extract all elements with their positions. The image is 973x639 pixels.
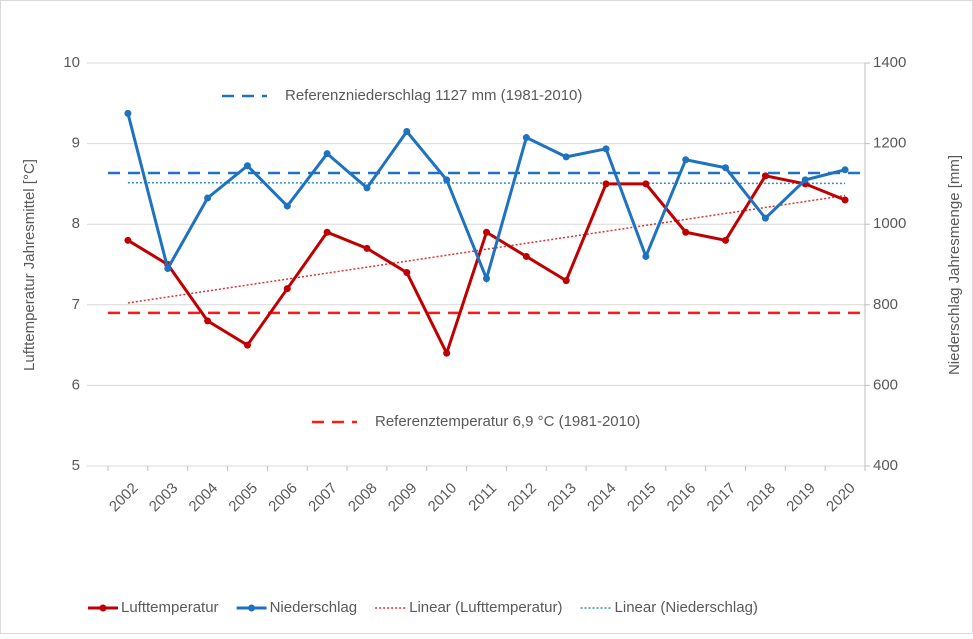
y2-axis-title: Niederschlag Jahresmenge [mm] — [946, 155, 963, 375]
data-point — [682, 228, 690, 236]
y2-tick-label: 1000 — [873, 215, 906, 232]
data-point — [363, 244, 371, 252]
y-tick-label: 9 — [72, 135, 80, 152]
legend-label: Lufttemperatur — [121, 599, 219, 616]
data-point — [602, 180, 610, 188]
trend-line — [127, 194, 846, 304]
y2-tick-label: 1400 — [873, 54, 906, 71]
data-point — [124, 236, 132, 244]
data-point — [483, 275, 490, 283]
data-point — [443, 349, 451, 357]
y2-tick-label: 600 — [873, 376, 898, 393]
data-point — [323, 228, 331, 236]
data-point — [522, 252, 530, 260]
legend-label: Linear (Niederschlag) — [615, 599, 758, 616]
y-tick-label: 6 — [72, 376, 80, 393]
data-point — [761, 172, 769, 180]
data-point — [642, 252, 650, 260]
y-tick-label: 7 — [72, 296, 80, 313]
data-point — [204, 317, 212, 325]
data-point — [841, 196, 849, 204]
y2-tick-label: 1200 — [873, 135, 906, 152]
data-point — [323, 150, 331, 158]
data-point — [761, 214, 769, 222]
data-point — [283, 202, 291, 210]
data-point — [722, 236, 730, 244]
data-point — [243, 341, 251, 349]
data-point — [403, 269, 411, 277]
data-point — [562, 277, 570, 285]
data-point — [283, 285, 291, 293]
legend-marker — [99, 604, 107, 612]
y2-tick-label: 800 — [873, 296, 898, 313]
data-point — [124, 109, 132, 117]
data-point — [642, 180, 650, 188]
data-point — [164, 265, 172, 273]
annotation: Referenztemperatur 6,9 °C (1981-2010) — [375, 413, 640, 430]
data-point — [443, 176, 451, 184]
annotation: Referenzniederschlag 1127 mm (1981-2010) — [285, 87, 582, 104]
data-point — [722, 164, 730, 172]
y-tick-label: 8 — [72, 215, 80, 232]
legend-marker — [248, 604, 256, 612]
data-point — [483, 228, 490, 236]
data-point — [363, 184, 371, 192]
legend-label: Niederschlag — [270, 599, 358, 616]
y2-tick-label: 400 — [873, 457, 898, 474]
data-point — [602, 145, 610, 153]
y-tick-label: 5 — [72, 457, 80, 474]
data-point — [562, 153, 570, 161]
legend-label: Linear (Lufttemperatur) — [409, 599, 562, 616]
y-tick-label: 10 — [63, 54, 80, 71]
data-point — [841, 166, 849, 174]
data-point — [243, 162, 251, 170]
trend-line — [127, 181, 846, 185]
data-point — [204, 194, 212, 202]
data-point — [522, 134, 530, 142]
data-point — [403, 128, 411, 136]
data-point — [801, 176, 809, 184]
data-point — [682, 156, 690, 164]
y-axis-title: Lufttemperatur Jahresmittel [°C] — [21, 159, 38, 371]
